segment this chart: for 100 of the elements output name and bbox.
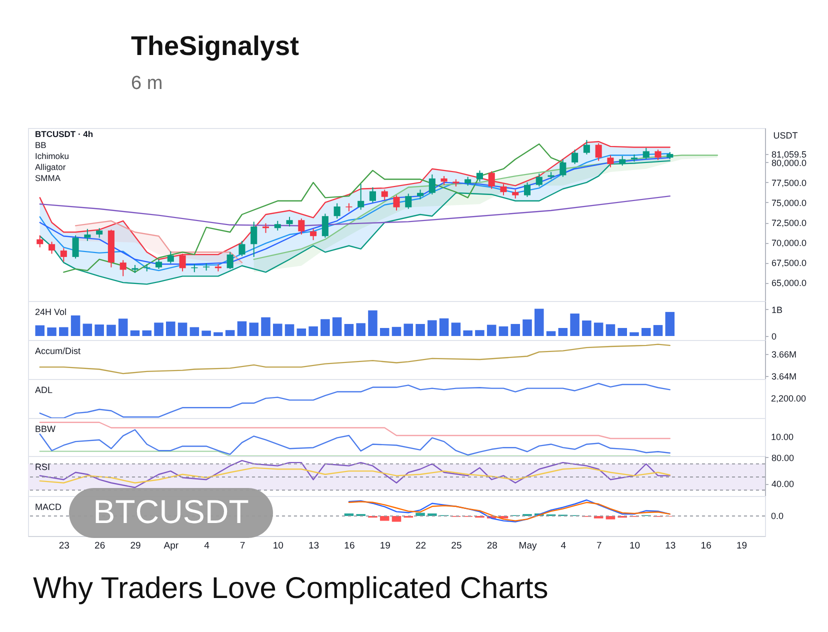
bar — [178, 322, 188, 336]
y-tick-label: 40.00 — [772, 479, 794, 490]
bar — [404, 324, 414, 336]
x-tick-label: 13 — [308, 540, 320, 552]
x-tick-label: 7 — [240, 540, 246, 552]
x-tick-label: 29 — [130, 540, 141, 552]
candlestick — [358, 184, 364, 210]
bar — [498, 326, 508, 336]
candlestick — [96, 228, 103, 238]
chart-title: BBW — [35, 424, 56, 434]
bar — [94, 324, 104, 336]
annotation: BTCUSDT — [93, 493, 249, 530]
candlestick — [334, 202, 340, 220]
text: 10.00 — [771, 432, 794, 442]
y-tick-label: 75,000.0 — [772, 198, 807, 208]
bar — [202, 330, 211, 336]
text: 6 m — [131, 73, 163, 94]
text: Accum/Dist — [35, 346, 82, 356]
text: RSI — [35, 462, 50, 472]
bar — [475, 330, 484, 336]
y-tick-label: 3.64M — [772, 371, 797, 382]
bar — [606, 324, 616, 336]
bar — [546, 331, 556, 336]
candlestick — [369, 186, 376, 203]
candlestick — [155, 258, 162, 270]
candlestick — [428, 174, 436, 195]
candlestick — [286, 216, 293, 228]
candlestick — [500, 184, 507, 196]
bar — [35, 325, 45, 336]
bar — [296, 328, 306, 336]
y-tick-label: 81,059.5 — [772, 149, 807, 160]
bar — [308, 326, 318, 336]
bar — [486, 324, 496, 336]
candlestick — [417, 189, 424, 200]
ref-line-label: 0.0 — [771, 511, 784, 521]
y-tick-label: 0 — [772, 331, 777, 342]
candlestick — [524, 182, 531, 198]
x-tick-label: 7 — [596, 540, 602, 552]
bar — [47, 327, 56, 336]
annotation: BB — [35, 140, 47, 150]
bar — [356, 323, 366, 336]
candlestick — [167, 250, 174, 264]
candlestick — [310, 228, 317, 241]
bar — [190, 327, 200, 336]
text: TheSignalyst — [131, 31, 300, 61]
y-tick-label: 80.00 — [772, 452, 794, 463]
candlestick — [250, 221, 258, 258]
bar — [166, 322, 176, 336]
annotation: Ichimoku — [35, 151, 70, 161]
bar — [618, 328, 627, 336]
bar — [558, 328, 568, 336]
candlestick — [48, 241, 56, 254]
chart-subtitle: BTCUSDT · 4h — [35, 129, 94, 139]
x-tick-label: 28 — [486, 540, 498, 552]
bar — [428, 320, 437, 336]
bar — [261, 317, 270, 336]
y-tick-label: 3.66M — [772, 350, 797, 360]
x-tick-label: 10 — [272, 540, 284, 552]
bar — [214, 332, 223, 336]
candlestick — [536, 173, 542, 187]
bar — [570, 314, 580, 336]
bar — [130, 330, 140, 336]
x-tick-label: 22 — [415, 540, 426, 552]
bar — [106, 324, 116, 336]
bar — [332, 317, 342, 336]
x-tick-label: May — [518, 540, 537, 552]
bar — [510, 324, 520, 336]
annotation: Alligator — [35, 162, 66, 172]
candlestick — [36, 234, 44, 248]
bar — [82, 324, 92, 336]
candlestick — [488, 170, 495, 190]
bar — [534, 308, 544, 336]
bar — [582, 320, 592, 336]
candlestick — [654, 149, 662, 161]
candlestick — [560, 158, 566, 178]
x-tick-label: 26 — [94, 540, 106, 552]
bar — [70, 315, 80, 336]
candlestick — [405, 193, 412, 210]
bar — [451, 322, 461, 336]
candlestick — [642, 148, 650, 160]
y-tick-label: 67,500.0 — [772, 258, 807, 268]
x-tick-label: 19 — [736, 540, 748, 552]
y-tick-label: 1B — [772, 304, 783, 315]
y-tick-label: 77,500.0 — [772, 178, 807, 188]
candlestick — [120, 260, 126, 277]
bar — [237, 321, 247, 336]
candlestick — [262, 222, 270, 234]
bar — [249, 322, 258, 336]
candlestick — [393, 194, 400, 211]
bar — [225, 330, 235, 336]
bar — [368, 310, 378, 336]
chart-title: MACD — [35, 502, 62, 512]
candlestick — [322, 213, 328, 238]
text: 24H Vol — [35, 307, 67, 317]
bar — [154, 322, 164, 336]
bar — [380, 328, 390, 336]
x-tick-label: 16 — [700, 540, 712, 552]
y-tick-label: 65,000.0 — [772, 278, 807, 288]
text: 2,200.00 — [771, 394, 806, 404]
y-tick-label: 70,000.0 — [772, 238, 807, 248]
